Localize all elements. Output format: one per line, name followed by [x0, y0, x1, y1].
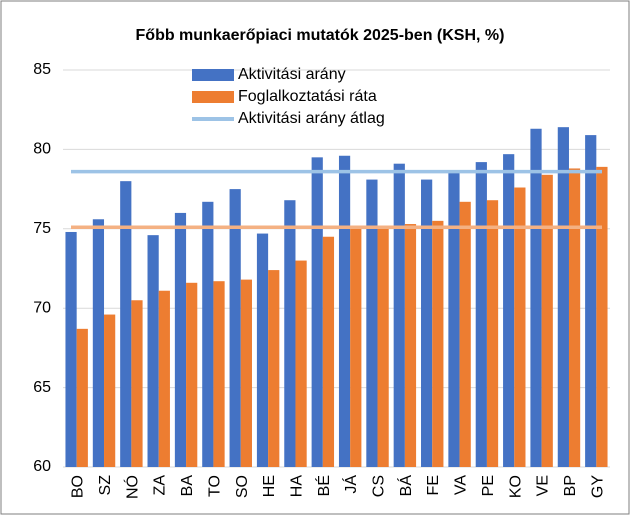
- x-tick-label: ZA: [152, 475, 169, 496]
- bar: [322, 236, 335, 467]
- bar: [186, 282, 198, 467]
- x-tick-label: BÉ: [314, 475, 333, 496]
- bar: [158, 290, 170, 467]
- bar: [366, 179, 378, 467]
- x-tick-label: GY: [589, 475, 606, 498]
- legend-label: Aktivitási arány átlag: [238, 110, 385, 127]
- bar: [311, 157, 323, 467]
- bar: [295, 260, 307, 467]
- bar: [557, 127, 569, 467]
- x-tick-label: HA: [288, 475, 305, 498]
- bar: [596, 166, 608, 468]
- bar: [503, 154, 515, 467]
- y-tick-label: 85: [33, 61, 51, 78]
- bar: [284, 200, 296, 467]
- bar: [202, 201, 214, 467]
- chart-title: Főbb munkaerőpiaci mutatók 2025-ben (KSH…: [136, 27, 505, 44]
- bar: [475, 162, 487, 467]
- x-tick-label: CS: [371, 475, 388, 497]
- bar: [338, 155, 351, 467]
- x-tick-label: BO: [70, 475, 87, 498]
- bar: [256, 233, 269, 467]
- x-tick-label: NÓ: [122, 475, 141, 499]
- legend-swatch: [192, 69, 234, 81]
- y-tick-label: 70: [33, 299, 51, 316]
- bar: [350, 227, 362, 467]
- y-tick-label: 65: [33, 379, 51, 396]
- bar: [268, 270, 280, 467]
- bar: [229, 189, 241, 467]
- bar: [92, 219, 105, 467]
- bar: [459, 201, 471, 467]
- bar: [147, 235, 159, 467]
- x-tick-label: FE: [425, 475, 442, 495]
- bar: [530, 128, 542, 468]
- bar: [240, 279, 252, 467]
- bar: [404, 224, 417, 467]
- x-tick-label: TO: [206, 475, 223, 497]
- bar: [421, 179, 433, 467]
- bar: [213, 281, 225, 467]
- bar: [65, 231, 77, 467]
- x-tick-label: SO: [234, 475, 251, 498]
- y-tick-label: 75: [33, 220, 51, 237]
- bar: [104, 314, 116, 467]
- y-tick-label: 80: [33, 141, 51, 158]
- x-tick-label: JÁ: [341, 475, 360, 494]
- y-tick-label: 60: [33, 458, 51, 475]
- legend-swatch: [192, 91, 234, 103]
- bar: [486, 200, 499, 467]
- x-tick-label: BÁ: [396, 475, 415, 497]
- bar: [568, 168, 581, 467]
- bar: [393, 163, 405, 467]
- x-tick-label: SZ: [97, 475, 114, 496]
- bar: [76, 328, 88, 467]
- bar: [174, 212, 187, 467]
- x-tick-label: BA: [179, 475, 196, 497]
- bar: [514, 187, 526, 467]
- bar: [585, 135, 597, 467]
- x-tick-label: PE: [480, 475, 497, 496]
- x-tick-label: VE: [535, 475, 552, 496]
- x-tick-label: BP: [562, 475, 579, 496]
- bar: [541, 174, 553, 468]
- bar: [377, 227, 389, 467]
- bar: [432, 220, 444, 467]
- legend-label: Aktivitási arány: [238, 66, 346, 83]
- x-tick-label: KO: [507, 475, 524, 498]
- x-tick-label: VA: [453, 475, 470, 495]
- bar: [448, 171, 460, 467]
- bar: [120, 181, 132, 467]
- legend-label: Foglalkoztatási ráta: [238, 88, 377, 105]
- bar: [131, 300, 143, 467]
- x-tick-label: HE: [261, 475, 278, 497]
